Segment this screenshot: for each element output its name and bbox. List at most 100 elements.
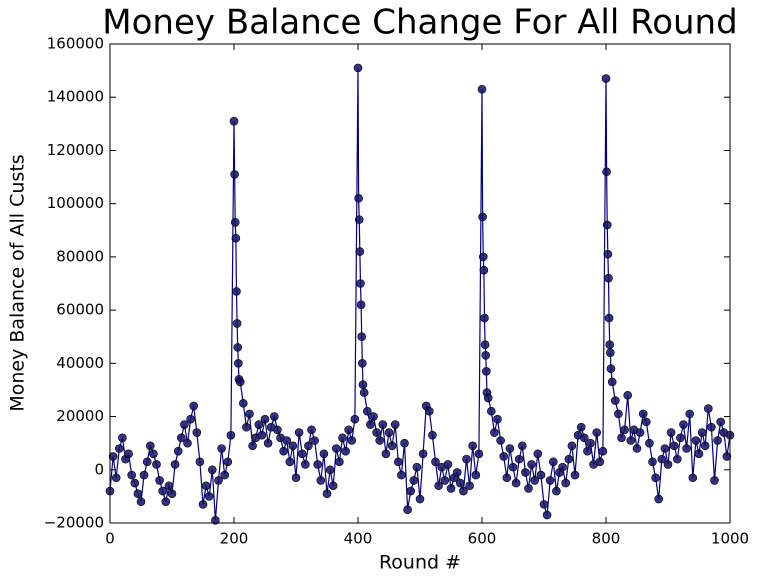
data-point [638,409,648,419]
data-point [602,167,611,177]
data-point [603,249,613,259]
data-point [338,433,347,443]
data-point [366,420,375,429]
data-point [384,428,394,437]
data-point [248,441,257,451]
data-point [167,489,177,499]
data-point [483,393,493,403]
data-point [679,420,688,429]
data-point [480,313,489,323]
data-point [201,481,211,491]
data-point [521,468,530,477]
data-point [713,436,722,445]
data-point [651,473,660,483]
data-point [273,425,282,435]
data-point [694,449,704,459]
data-point [158,486,167,496]
data-point [443,460,453,469]
y-tick-label: 40000 [56,354,104,372]
data-point [285,457,295,467]
data-point [378,420,388,429]
data-point [350,414,360,424]
data-point [406,486,416,496]
data-point [645,438,654,448]
x-tick-label: 1000 [711,530,749,548]
data-point [164,481,174,491]
data-point [486,406,496,416]
data-point [579,433,589,443]
data-point [511,478,521,488]
data-point [632,444,642,453]
data-point [533,449,543,459]
data-point [204,492,214,501]
x-axis-label: Round # [379,552,461,574]
data-point [660,444,670,453]
data-point [700,441,710,451]
data-point [641,417,651,427]
data-point [362,406,372,416]
data-point [478,252,488,262]
data-point [369,412,378,421]
data-point [545,476,555,485]
data-point [626,436,636,445]
data-point [666,428,676,437]
data-point [663,460,673,469]
data-point [288,441,298,451]
data-point [232,287,241,296]
data-point [335,457,344,467]
data-point [536,470,546,480]
data-point [707,422,716,432]
data-point [499,452,509,461]
data-point [139,470,149,480]
data-point [300,460,310,469]
x-tick-label: 200 [220,530,249,548]
data-point [697,428,707,437]
data-point [586,438,595,448]
x-tick-label: 0 [105,530,115,548]
data-point [452,468,462,477]
data-point [198,500,208,509]
data-point [254,420,264,429]
data-point [108,452,118,461]
data-point [310,436,319,445]
data-point [514,454,524,464]
data-point [524,484,533,493]
data-point [481,351,491,360]
data-point [482,367,491,376]
data-point [539,500,549,509]
data-point [208,465,217,475]
data-point [604,313,614,323]
data-point [623,390,633,400]
data-point [672,454,682,464]
data-point [161,497,171,507]
data-point [434,481,443,491]
data-point [530,476,540,485]
data-point [548,457,558,467]
data-point [189,401,198,411]
data-point [542,510,552,520]
y-tick-label: 140000 [47,88,104,106]
data-point [231,233,241,243]
data-point [601,74,611,83]
data-point [691,436,701,445]
data-point [170,460,180,469]
y-tick-label: 80000 [56,247,104,265]
data-point [291,473,301,483]
data-point [111,473,121,483]
data-point [177,433,186,443]
data-point [195,457,205,467]
data-point [415,494,425,504]
data-point [561,478,571,488]
data-point [479,265,489,275]
data-point [409,476,419,485]
data-point [527,460,536,469]
data-point [372,428,381,437]
data-point [606,348,615,357]
data-point [471,470,481,480]
data-point [313,460,323,469]
data-point [173,446,183,456]
data-point [648,457,657,467]
data-point [136,497,146,507]
